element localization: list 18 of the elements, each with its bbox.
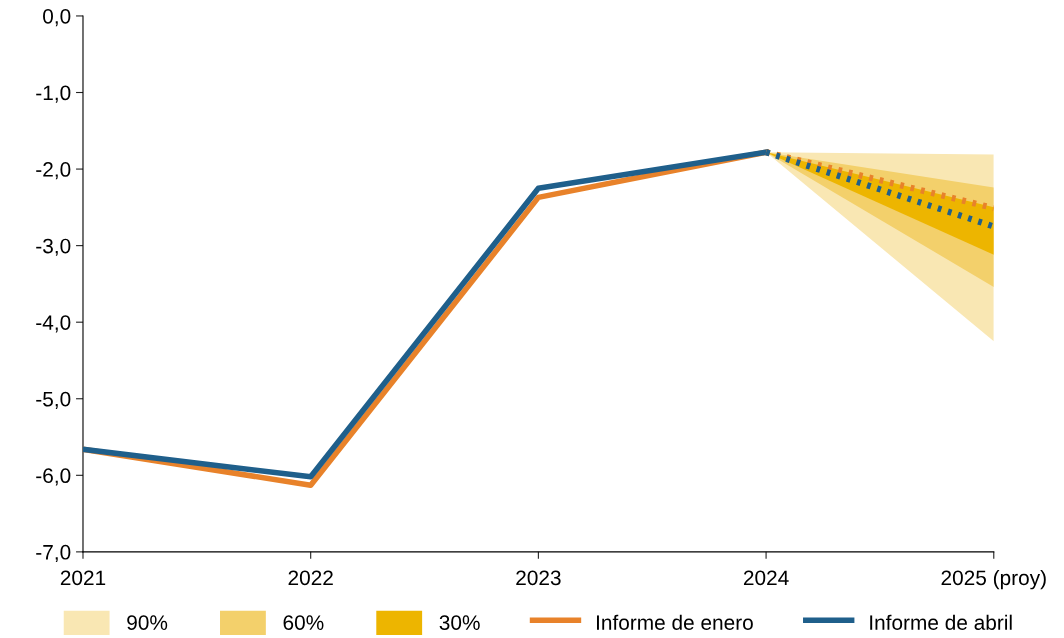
legend-label: Informe de abril xyxy=(870,614,1012,630)
legend-label: 30% xyxy=(439,615,480,630)
y-tick-label: -1,0 xyxy=(36,85,71,103)
x-tick-label: 2024 xyxy=(743,570,789,586)
x-tick-label: 2025 (proy) xyxy=(941,569,1046,590)
y-tick-label: -6,0 xyxy=(36,468,71,486)
legend-label: 60% xyxy=(283,615,324,630)
y-tick-label: 0,0 xyxy=(43,8,71,27)
legend-label: 90% xyxy=(127,615,168,630)
y-tick-label: -7,0 xyxy=(36,544,71,563)
y-tick-label: -5,0 xyxy=(36,391,71,409)
y-tick-label: -2,0 xyxy=(36,162,71,180)
legend-label: Informe de enero xyxy=(597,614,753,630)
y-tick-label: -4,0 xyxy=(36,315,71,333)
x-tick-label: 2023 xyxy=(516,570,561,586)
x-tick-label: 2021 xyxy=(60,570,106,586)
y-tick-label: -3,0 xyxy=(36,238,71,256)
x-tick-label: 2022 xyxy=(288,570,333,586)
